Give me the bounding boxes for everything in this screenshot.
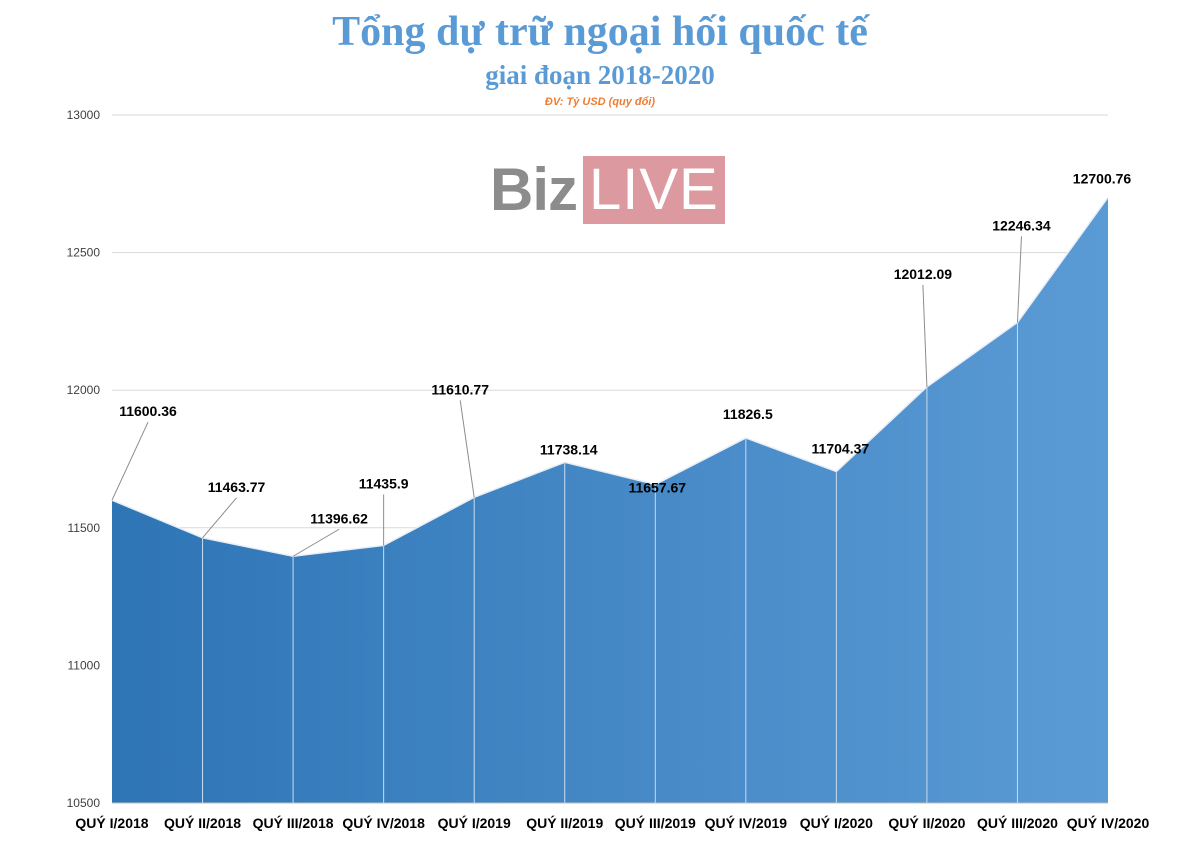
data-label: 11396.62 [310, 510, 368, 526]
leader-line [111, 421, 149, 501]
area-fill [112, 197, 1108, 804]
y-tick-label: 12000 [67, 383, 101, 397]
x-tick-label: QUÝ II/2019 [526, 814, 603, 831]
x-tick-label: QUÝ I/2020 [800, 814, 873, 831]
y-tick-label: 10500 [67, 796, 101, 810]
data-label: 12246.34 [992, 217, 1051, 233]
x-tick-label: QUÝ I/2018 [75, 814, 148, 831]
y-tick-label: 12500 [67, 246, 101, 260]
x-tick-label: QUÝ IV/2020 [1067, 814, 1150, 831]
chart-subtitle: giai đoạn 2018-2020 [485, 60, 715, 90]
unit-note: ĐV: Tỷ USD (quy đổi) [544, 96, 656, 108]
watermark-live: LIVE [583, 156, 725, 224]
data-label: 11610.77 [431, 381, 489, 397]
data-label: 11600.36 [119, 403, 177, 419]
data-label: 11463.77 [208, 479, 266, 495]
y-tick-label: 11000 [68, 658, 101, 672]
data-label: 11704.37 [812, 441, 870, 457]
y-tick-label: 11500 [68, 521, 101, 535]
area-series [111, 196, 1109, 804]
axes: QUÝ I/2018 QUÝ II/2018 QUÝ III/2018 QUÝ IV/… [75, 802, 1150, 831]
leader-line [1016, 236, 1022, 323]
data-label: 12700.76 [1073, 170, 1132, 186]
chart-title: Tổng dự trữ ngoại hối quốc tế [332, 9, 868, 55]
data-label: 11657.67 [628, 479, 686, 495]
data-label: 11435.9 [359, 475, 409, 491]
x-tick-label: QUÝ III/2018 [253, 814, 334, 831]
x-tick-label: QUÝ II/2020 [888, 814, 965, 831]
x-tick-label: QUÝ III/2020 [977, 814, 1058, 831]
x-tick-label: QUÝ I/2019 [438, 814, 511, 831]
x-tick-label: QUÝ IV/2019 [705, 814, 788, 831]
leader-line [459, 400, 475, 498]
data-label: 11826.5 [723, 406, 773, 422]
x-tick-label: QUÝ IV/2018 [342, 814, 425, 831]
data-label: 11738.14 [540, 441, 598, 457]
y-tick-label: 13000 [67, 108, 101, 122]
data-labels: 11600.36 11463.77 11396.62 11435.9 11610.77 1… [111, 170, 1132, 557]
data-label: 12012.09 [894, 266, 953, 282]
leader-line [922, 284, 928, 387]
x-tick-label: QUÝ III/2019 [615, 814, 696, 831]
leader-line [292, 528, 340, 557]
leader-line [202, 497, 237, 539]
watermark-biz: Biz [490, 156, 578, 223]
bizlive-watermark: Biz LIVE [490, 156, 725, 224]
x-tick-label: QUÝ II/2018 [164, 814, 241, 831]
area-top-line [111, 196, 1109, 558]
